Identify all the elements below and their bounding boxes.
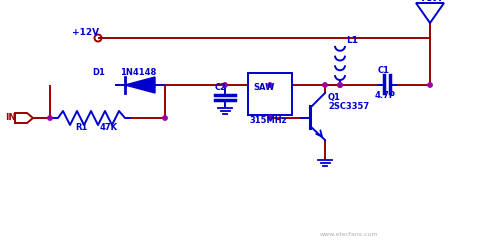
Text: 2SC3357: 2SC3357 — [328, 102, 369, 111]
Circle shape — [338, 83, 342, 87]
Text: 1N4148: 1N4148 — [120, 68, 156, 77]
Circle shape — [268, 83, 272, 87]
Circle shape — [323, 83, 327, 87]
Text: www.elecfans.com: www.elecfans.com — [320, 232, 378, 237]
Text: D1: D1 — [92, 68, 105, 77]
Text: C1: C1 — [378, 66, 390, 75]
Text: 47K: 47K — [100, 123, 118, 132]
Text: L1: L1 — [346, 36, 358, 45]
Text: R1: R1 — [75, 123, 87, 132]
Bar — [248, 73, 292, 115]
Circle shape — [338, 83, 342, 87]
Circle shape — [163, 116, 167, 120]
Circle shape — [223, 83, 227, 87]
Text: C2: C2 — [215, 83, 227, 92]
Text: +12V: +12V — [72, 28, 99, 37]
Circle shape — [48, 116, 52, 120]
Circle shape — [428, 83, 432, 87]
Text: SAW: SAW — [253, 83, 274, 92]
Circle shape — [268, 116, 272, 120]
Text: ANT: ANT — [422, 0, 444, 3]
Text: 315MHz: 315MHz — [249, 116, 286, 125]
Text: Q1: Q1 — [328, 93, 341, 102]
Polygon shape — [125, 77, 155, 93]
Text: IN: IN — [5, 113, 16, 122]
Text: 4.7P: 4.7P — [375, 91, 396, 100]
